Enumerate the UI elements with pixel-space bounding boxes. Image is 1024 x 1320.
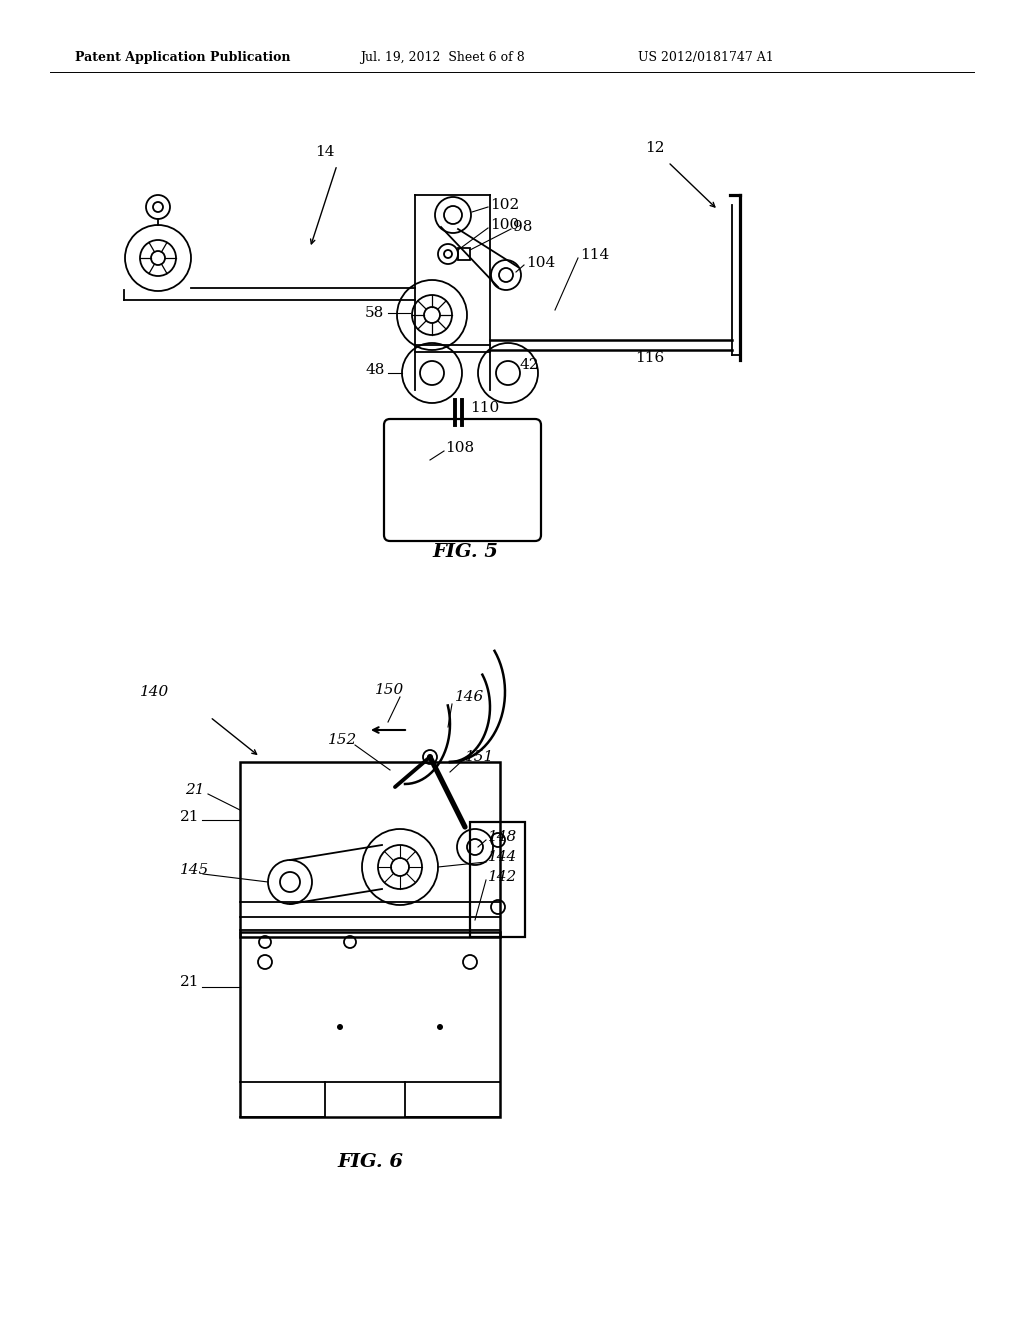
- Bar: [240, 932, 500, 1117]
- Text: FIG. 5: FIG. 5: [432, 543, 498, 561]
- Text: 114: 114: [580, 248, 609, 261]
- Text: 108: 108: [445, 441, 474, 455]
- Text: FIG. 6: FIG. 6: [337, 1152, 403, 1171]
- Circle shape: [437, 1024, 443, 1030]
- Text: 145: 145: [180, 863, 209, 876]
- Circle shape: [337, 1024, 343, 1030]
- Text: 142: 142: [488, 870, 517, 884]
- Text: 42: 42: [520, 358, 540, 372]
- Text: 104: 104: [526, 256, 555, 271]
- Text: 21: 21: [185, 783, 205, 797]
- Text: 48: 48: [365, 363, 384, 378]
- Text: 21: 21: [180, 810, 200, 824]
- Text: 140: 140: [140, 685, 169, 700]
- Text: 151: 151: [465, 750, 495, 764]
- Text: 110: 110: [470, 401, 500, 414]
- Text: 14: 14: [315, 145, 335, 158]
- Bar: [240, 762, 500, 937]
- Text: 58: 58: [365, 306, 384, 319]
- Bar: [458, 248, 470, 260]
- Text: 150: 150: [375, 682, 404, 697]
- Text: US 2012/0181747 A1: US 2012/0181747 A1: [638, 50, 774, 63]
- Text: 148: 148: [488, 830, 517, 843]
- Bar: [470, 822, 525, 937]
- Text: Jul. 19, 2012  Sheet 6 of 8: Jul. 19, 2012 Sheet 6 of 8: [360, 50, 524, 63]
- Text: 116: 116: [635, 351, 665, 366]
- Circle shape: [427, 754, 433, 760]
- Text: 98: 98: [513, 220, 532, 234]
- Text: 100: 100: [490, 218, 519, 232]
- Text: 146: 146: [455, 690, 484, 704]
- Text: 21: 21: [180, 975, 200, 989]
- Text: Patent Application Publication: Patent Application Publication: [75, 50, 291, 63]
- Text: 102: 102: [490, 198, 519, 213]
- Text: 152: 152: [328, 733, 357, 747]
- Text: 144: 144: [488, 850, 517, 865]
- Text: 12: 12: [645, 141, 665, 154]
